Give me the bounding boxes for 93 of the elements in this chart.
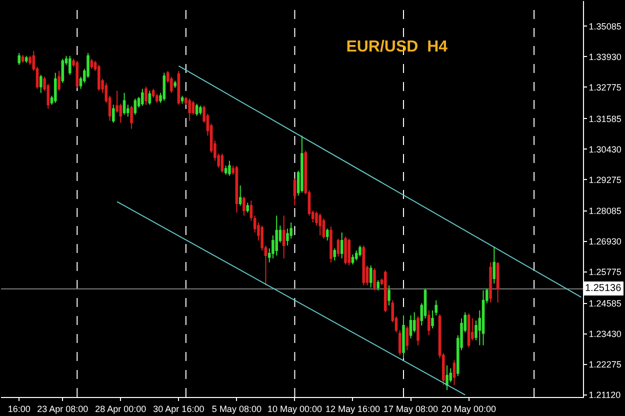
candlestick [354,250,358,262]
candlestick [293,178,296,206]
y-tick-label: 1.22275 [588,360,622,370]
candlestick [54,72,57,104]
candlestick [373,268,376,291]
x-tick-label: 5 May 08:00 [212,404,262,414]
candlestick [318,213,322,236]
candlestick [362,244,366,286]
candlestick [76,60,79,88]
candlestick [228,160,231,176]
y-tick-label: 1.32775 [588,82,622,92]
candlestick [402,314,405,359]
y-tick-label: 1.25775 [588,267,622,278]
x-tick-label: 20 May 00:00 [442,404,496,414]
candlestick [398,330,402,356]
candlestick [482,290,485,346]
candlestick [452,360,456,386]
candlestick [489,262,492,303]
candlestick [492,246,496,284]
candlestick [90,58,94,70]
candlestick [199,105,202,116]
candlestick [68,55,72,76]
x-tick-label: 12 May 16:00 [325,404,380,414]
candlestick [376,280,380,291]
candlestick [300,135,304,194]
candlestick [134,98,137,116]
candlestick [235,165,238,213]
candlestick [358,244,362,258]
candlestick [242,196,246,216]
candlestick [416,316,420,346]
candlestick [434,300,438,316]
y-tick-label: 1.23430 [588,329,622,340]
candlestick [174,80,176,88]
candlestick [348,238,350,266]
candlestick [61,58,64,84]
candlestick [496,262,500,303]
candlestick [275,215,278,256]
y-tick-label: 1.29275 [588,174,622,185]
candlestick [180,95,184,104]
candlestick [428,310,430,336]
candlestick [250,200,253,222]
x-tick-label: 30 Apr 16:00 [153,404,204,414]
x-tick-label: 28 Apr 00:00 [95,404,146,414]
candlestick [340,232,344,259]
y-tick-label: 1.31585 [588,114,622,124]
y-tick-label: 1.33930 [588,52,622,62]
candlestick [162,72,166,102]
candlestick [336,238,340,258]
candlestick [384,270,387,313]
candlestick [388,284,390,306]
candlestick [156,93,158,104]
candlestick [177,70,180,106]
candlestick [195,103,198,116]
x-tick-label: 17 May 08:00 [383,404,438,414]
candlestick [246,202,249,213]
candlestick [122,92,126,116]
candlestick [58,70,60,92]
y-tick-label: 1.28085 [588,206,622,216]
candlestick [431,310,434,329]
candlestick [130,105,133,130]
candlestick [144,86,148,106]
y-tick-label: 1.26930 [588,236,622,247]
candlestick [112,104,115,124]
candlestick [18,52,21,66]
candlestick [220,153,224,174]
candlestick [141,88,144,106]
candlestick [98,64,100,92]
y-tick-label: 1.30430 [588,144,622,154]
ref-line-label: 1.25136 [585,283,622,294]
candlestick [446,364,448,391]
x-tick-label: 10 May 00:00 [267,404,322,414]
candlestick [238,185,242,206]
candlestick [351,254,354,265]
y-tick-label: 1.24585 [588,298,622,309]
candlestick [21,54,24,64]
y-tick-label: 1.21120 [588,390,621,400]
text: EUR/USD H4 [346,38,448,56]
candlestick [467,312,470,348]
candlestick [333,248,336,262]
candlestick [282,215,286,259]
candlestick [406,326,409,351]
candlestick [148,90,152,106]
y-tick-label: 1.35085 [588,21,622,32]
x-tick-label: 23 Apr 08:00 [37,404,88,414]
x-tick-label: 16:00 [8,404,30,414]
candlestick [409,314,412,339]
candlestick [188,98,191,122]
candlestick [369,265,372,288]
candlestick [330,226,332,263]
candlestick [344,236,347,265]
candlestick [40,74,42,94]
candlestick [24,55,28,64]
candlestick [326,228,329,241]
